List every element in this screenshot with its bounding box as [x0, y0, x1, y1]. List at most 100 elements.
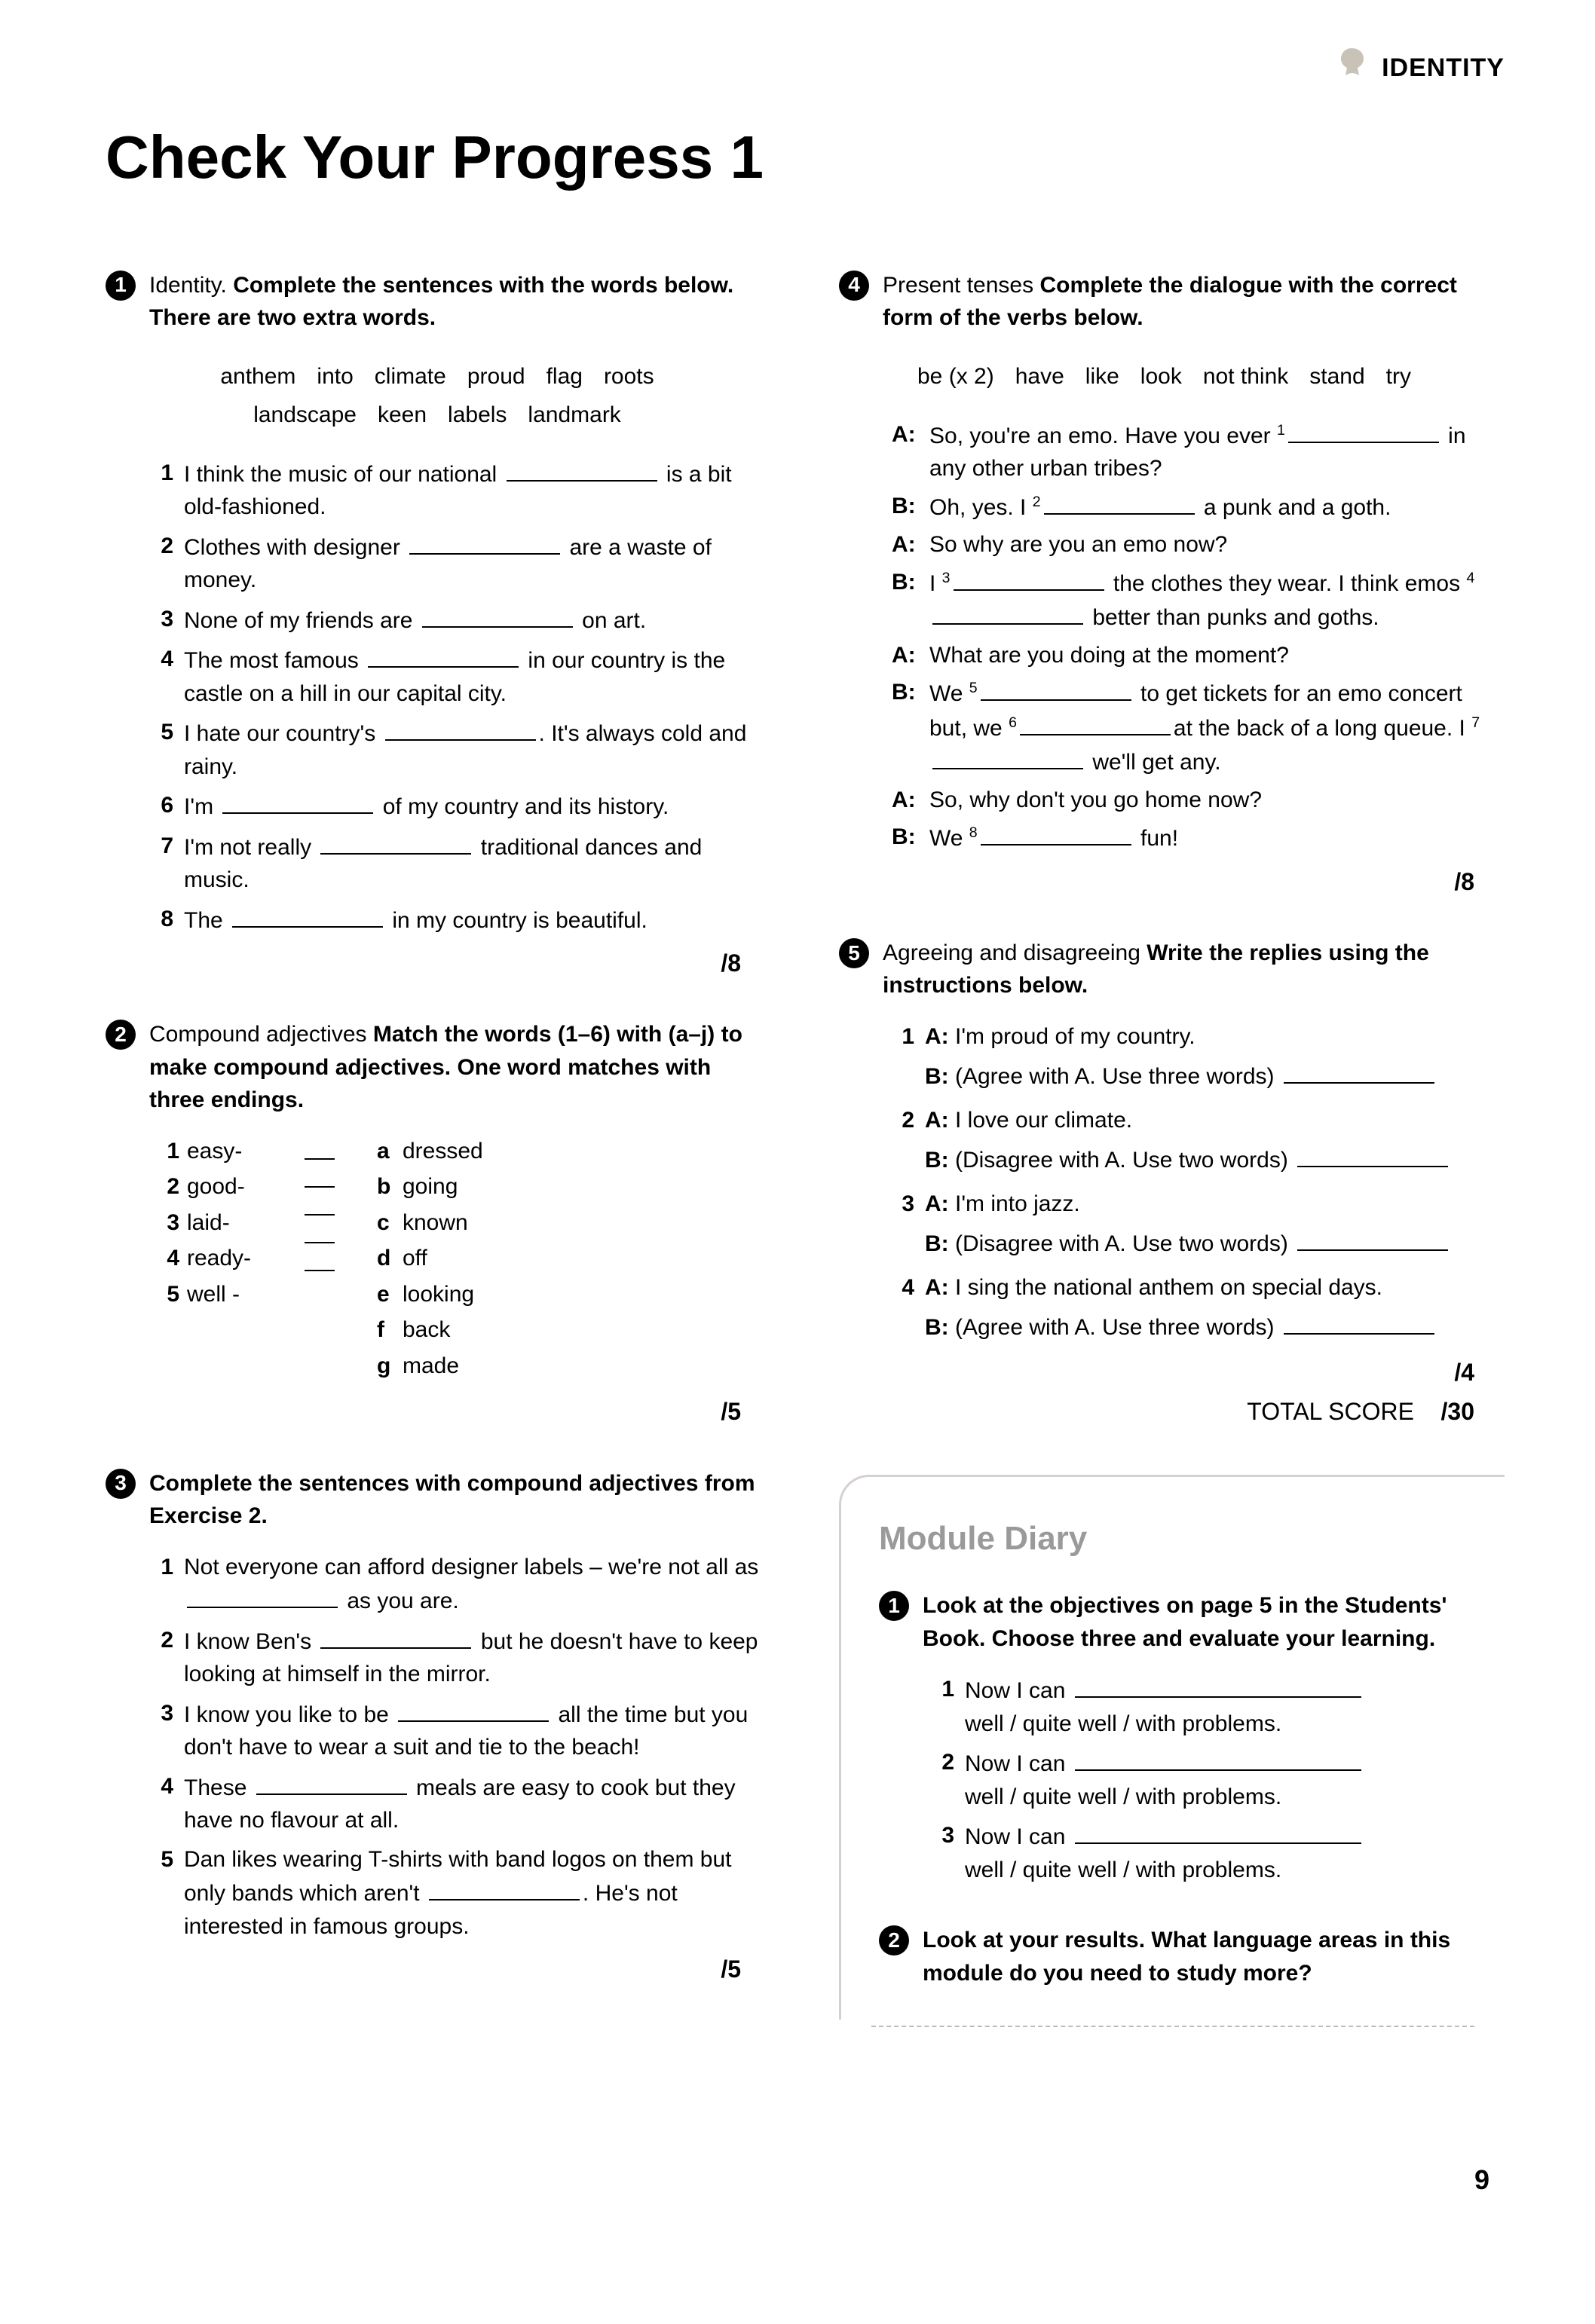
match-write-slot[interactable]	[302, 1219, 369, 1243]
exercise-item: 3A: I'm into jazz.B: (Disagree with A. U…	[892, 1188, 1505, 1261]
item-text: Dan likes wearing T-shirts with band log…	[184, 1843, 771, 1943]
word-bank-item: keen	[378, 396, 427, 434]
fill-blank[interactable]	[981, 821, 1131, 846]
fill-blank[interactable]	[256, 1770, 407, 1795]
exercise-number-badge: 5	[839, 938, 869, 968]
exercise-item: 1A: I'm proud of my country.B: (Agree wi…	[892, 1020, 1505, 1093]
diary-item: 1Now I can well / quite well / with prob…	[932, 1673, 1505, 1740]
fill-blank[interactable]	[187, 1583, 338, 1608]
word-bank-item: not think	[1203, 357, 1288, 396]
exercise-number-badge: 3	[106, 1469, 136, 1499]
left-column: 1 Identity. Complete the sentences with …	[106, 269, 771, 2025]
word-bank-item: like	[1085, 357, 1119, 396]
item-number: 8	[151, 903, 173, 936]
item-text: I know you like to be all the time but y…	[184, 1697, 771, 1764]
item-text: Clothes with designer are a waste of mon…	[184, 530, 771, 597]
item-number: 5	[151, 716, 173, 749]
fill-blank[interactable]	[1297, 1226, 1448, 1251]
exercise-number-badge: 1	[879, 1591, 909, 1621]
exercise-item: 4A: I sing the national anthem on specia…	[892, 1271, 1505, 1344]
two-column-layout: 1 Identity. Complete the sentences with …	[106, 269, 1505, 2025]
dialogue-text: We 8 fun!	[929, 821, 1505, 855]
dialogue-text: So why are you an emo now?	[929, 528, 1505, 561]
fill-blank[interactable]	[932, 600, 1083, 625]
dialogue-text: I 3 the clothes they wear. I think emos …	[929, 566, 1505, 635]
exercise-item: 6I'm of my country and its history.	[151, 789, 771, 824]
fill-blank[interactable]	[1284, 1310, 1434, 1335]
fill-blank[interactable]	[429, 1876, 580, 1900]
item-number: 2	[151, 1624, 173, 1657]
dialogue: A:So, you're an emo. Have you ever 1 in …	[892, 418, 1505, 855]
item-text: I know Ben's but he doesn't have to keep…	[184, 1624, 771, 1691]
fill-blank[interactable]	[1075, 1819, 1361, 1844]
exercise-instruction: Look at the objectives on page 5 in the …	[923, 1589, 1505, 1655]
diary-item: 2Now I can well / quite well / with prob…	[932, 1746, 1505, 1813]
word-bank-item: flag	[546, 357, 583, 396]
exercise-item: 5I hate our country's . It's always cold…	[151, 716, 771, 783]
speaker-label: B:	[892, 566, 920, 635]
exercise-item: 1I think the music of our national is a …	[151, 457, 771, 524]
match-write-slot[interactable]	[302, 1191, 369, 1216]
dialogue-line: B:I 3 the clothes they wear. I think emo…	[892, 566, 1505, 635]
speaker-label: B:	[892, 490, 920, 524]
brand-label: IDENTITY	[1382, 50, 1505, 87]
fill-blank[interactable]	[1288, 418, 1439, 443]
diary-q2: 2 Look at your results. What language ar…	[879, 1924, 1505, 1989]
word-bank-item: climate	[375, 357, 446, 396]
item-number: 5	[151, 1843, 173, 1876]
exercise-item: 4The most famous in our country is the c…	[151, 643, 771, 710]
fill-blank[interactable]	[1284, 1059, 1434, 1084]
item-text: None of my friends are on art.	[184, 603, 771, 638]
fill-blank[interactable]	[422, 603, 573, 628]
fill-blank[interactable]	[1297, 1142, 1448, 1167]
fill-blank[interactable]	[1044, 490, 1195, 515]
fill-blank[interactable]	[398, 1697, 549, 1722]
fill-blank[interactable]	[368, 643, 519, 668]
matching-grid: 1easy-2good-3laid-4ready-5well - adresse…	[158, 1132, 771, 1386]
match-write-slot[interactable]	[302, 1163, 369, 1188]
fill-blank[interactable]	[981, 676, 1131, 701]
exercise-instruction: Look at your results. What language area…	[923, 1924, 1505, 1989]
item-number: 7	[151, 830, 173, 863]
exercise-number-badge: 2	[106, 1020, 136, 1050]
match-write-slot[interactable]	[302, 1246, 369, 1271]
item-text: The in my country is beautiful.	[184, 903, 771, 937]
match-left-item: 3laid-	[158, 1206, 294, 1240]
fill-blank[interactable]	[222, 789, 373, 814]
fill-blank[interactable]	[320, 1624, 471, 1649]
fill-blank[interactable]	[507, 457, 657, 482]
exercise-number-badge: 4	[839, 271, 869, 301]
dialogue-line: A:So, you're an emo. Have you ever 1 in …	[892, 418, 1505, 485]
speaker-label: A:	[892, 639, 920, 672]
item-number: 1	[151, 1551, 173, 1584]
word-bank: anthemintoclimateproudflagrootslandscape…	[204, 357, 671, 434]
module-diary: Module Diary 1 Look at the objectives on…	[839, 1475, 1505, 2020]
exercise-2: 2 Compound adjectives Match the words (1…	[106, 1018, 771, 1429]
dialogue-line: B:We 5 to get tickets for an emo concert…	[892, 676, 1505, 779]
fill-blank[interactable]	[409, 530, 560, 555]
fill-blank[interactable]	[954, 566, 1104, 591]
fill-blank[interactable]	[1075, 1746, 1361, 1771]
fill-blank[interactable]	[232, 903, 383, 928]
dialogue-text: What are you doing at the moment?	[929, 639, 1505, 672]
identity-icon	[1333, 45, 1370, 91]
right-column: 4 Present tenses Complete the dialogue w…	[839, 269, 1505, 2025]
exercise-item: 1Not everyone can afford designer labels…	[151, 1551, 771, 1618]
fill-blank[interactable]	[932, 745, 1083, 769]
fill-blank[interactable]	[320, 830, 471, 855]
speaker-label: A:	[892, 528, 920, 561]
fill-blank[interactable]	[1075, 1673, 1361, 1698]
match-right-item: cknown	[377, 1206, 483, 1240]
item-number: 4	[151, 643, 173, 676]
match-write-slot[interactable]	[302, 1135, 369, 1160]
word-bank-item: into	[317, 357, 353, 396]
word-bank-item: try	[1386, 357, 1411, 396]
fill-blank[interactable]	[1020, 711, 1171, 735]
word-bank-item: landscape	[253, 396, 357, 434]
word-bank-item: proud	[467, 357, 525, 396]
exercise-score: /5	[106, 1952, 741, 1986]
fill-blank[interactable]	[385, 716, 536, 741]
diary-q1: 1 Look at the objectives on page 5 in th…	[879, 1589, 1505, 1886]
diary-title: Module Diary	[879, 1515, 1505, 1563]
match-right-item: elooking	[377, 1278, 483, 1311]
